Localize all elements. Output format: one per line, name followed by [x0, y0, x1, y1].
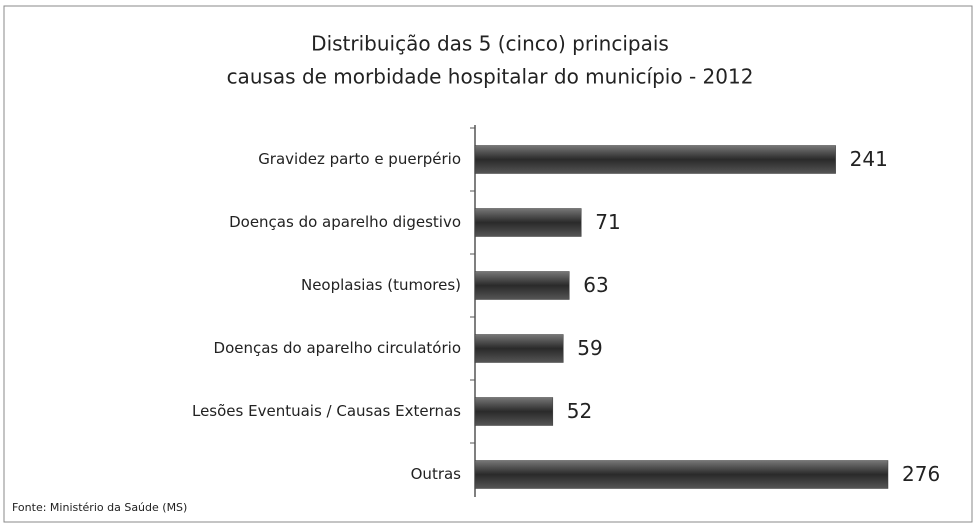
data-label: 276	[902, 462, 940, 486]
y-tick-label: Outras	[411, 465, 462, 483]
y-tick-label: Gravidez parto e puerpério	[258, 150, 461, 168]
bar	[474, 145, 836, 174]
data-label: 59	[577, 336, 602, 360]
data-label: 52	[567, 399, 592, 423]
bar	[474, 334, 564, 363]
chart-title: Distribuição das 5 (cinco) principais	[311, 32, 669, 56]
source-note: Fonte: Ministério da Saúde (MS)	[12, 501, 187, 514]
bar	[474, 208, 582, 237]
bar	[474, 397, 554, 426]
data-label: 71	[595, 210, 620, 234]
y-tick-label: Lesões Eventuais / Causas Externas	[192, 402, 461, 420]
frame	[3, 5, 973, 523]
y-tick-label: Doenças do aparelho circulatório	[214, 339, 461, 357]
bar	[474, 271, 570, 300]
bar	[474, 460, 889, 489]
y-tick-label: Doenças do aparelho digestivo	[229, 213, 461, 231]
y-tick-label: Neoplasias (tumores)	[301, 276, 461, 294]
chart-title: causas de morbidade hospitalar do municí…	[227, 65, 754, 89]
data-label: 63	[583, 273, 608, 297]
data-label: 241	[850, 147, 888, 171]
